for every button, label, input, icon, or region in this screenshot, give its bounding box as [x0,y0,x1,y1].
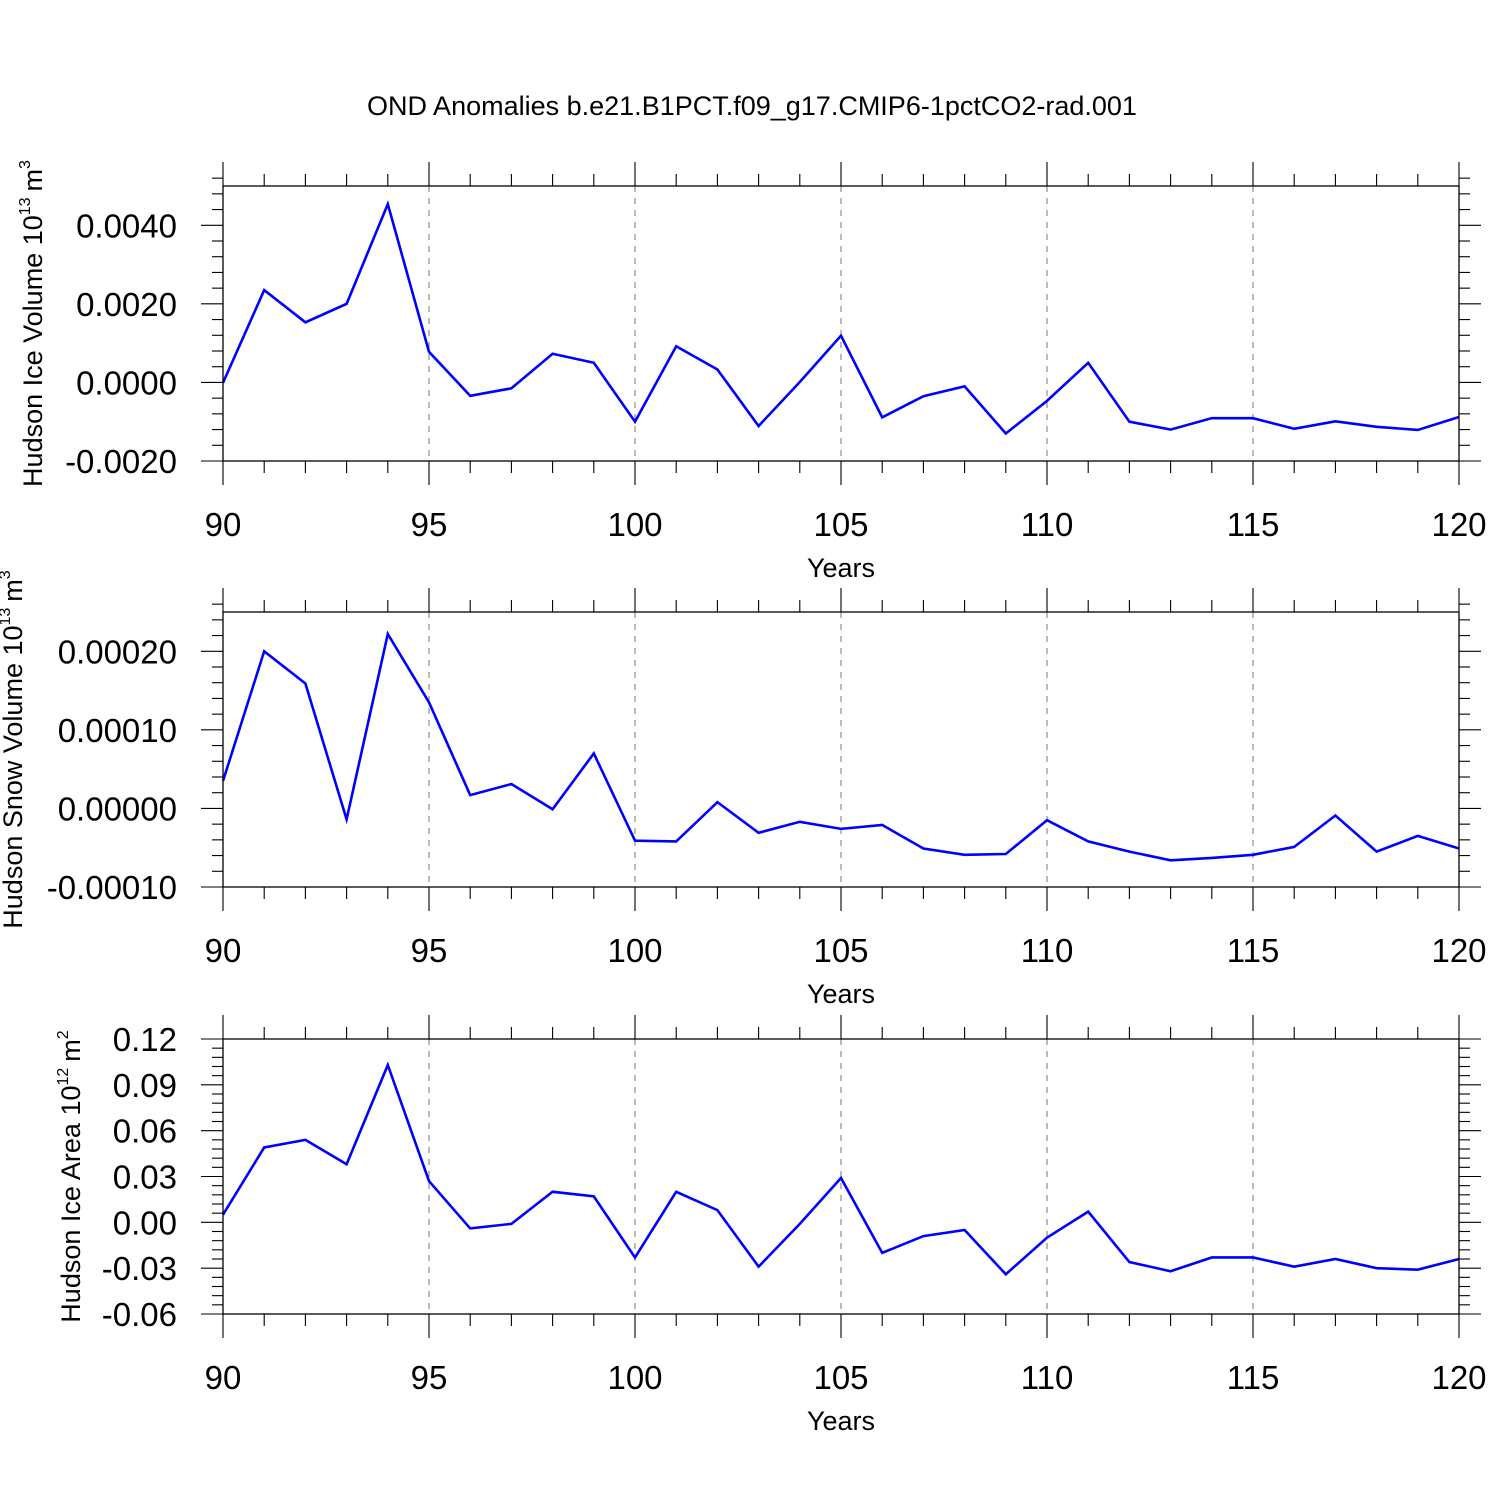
y-axis-label: Hudson Ice Area 1012 m2 [55,1030,86,1322]
y-tick-label: -0.06 [102,1296,177,1333]
y-axis-label-text: Hudson Ice Volume 10 [18,215,48,487]
x-tick-label: 100 [607,1359,662,1396]
x-tick-label: 90 [205,932,242,969]
figure-title: OND Anomalies b.e21.B1PCT.f09_g17.CMIP6-… [367,91,1137,121]
x-tick-label: 105 [813,506,868,543]
panels-group: 90 95 100 105 110 115 120 -0.0020 0.0000 0.0020 0.… [0,160,1487,1436]
y-axis-label-exponent: 12 [55,1068,72,1086]
y-axis-label-exponent: 13 [17,197,34,215]
y-axis-label-unit-exponent: 3 [17,160,34,169]
y-axis-label-unit-exponent: 2 [55,1030,72,1039]
y-tick-label: -0.0020 [65,443,177,480]
y-axis-label-unit-exponent: 3 [0,570,14,579]
series-line-hudson-ice-area [221,1061,1460,1277]
x-tick-label: 110 [1021,932,1074,969]
x-tick-label: 120 [1431,932,1486,969]
x-tick-label: 95 [411,1359,448,1396]
y-axis-label-unit: m [56,1039,86,1062]
y-tick-label: 0.0040 [76,207,177,244]
y-axis-label-text: Hudson Ice Area 10 [56,1086,86,1323]
panel-3: 90 95 100 105 110 115 120 -0.06 -0.03 0.00 0.03 0.0… [55,1015,1487,1436]
x-tick-label: 115 [1227,506,1280,543]
x-tick-label: 115 [1227,932,1280,969]
series-line-hudson-ice-volume [221,200,1460,436]
panel-2: 90 95 100 105 110 115 120 -0.00010 0.00000 0.0001… [0,570,1487,1009]
x-tick-label: 90 [205,506,242,543]
x-axis-label: Years [807,979,875,1009]
y-axis-label-text: Hudson Snow Volume 10 [0,626,28,929]
y-tick-label: 0.06 [113,1113,177,1150]
y-axis-label-unit: m [18,169,48,192]
x-tick-label: 95 [411,506,448,543]
y-axis-label: Hudson Snow Volume 1013 m3 [0,570,28,929]
y-axis-label-exponent: 13 [0,608,14,626]
y-tick-label: 0.09 [113,1067,177,1104]
y-tick-label: -0.03 [102,1250,177,1287]
x-tick-label: 100 [607,506,662,543]
x-tick-label: 115 [1227,1359,1280,1396]
y-tick-label: 0.00 [113,1204,177,1241]
y-tick-label: 0.00000 [58,790,177,827]
x-axis-label: Years [807,1406,875,1436]
x-tick-label: 120 [1431,506,1486,543]
panel-1: 90 95 100 105 110 115 120 -0.0020 0.0000 0.0020 0.… [17,160,1487,583]
y-axis-label: Hudson Ice Volume 1013 m3 [17,160,48,487]
x-tick-label: 90 [205,1359,242,1396]
y-tick-label: 0.0000 [76,364,177,401]
y-tick-label: 0.12 [113,1021,177,1058]
x-tick-label: 105 [813,932,868,969]
x-tick-label: 120 [1431,1359,1486,1396]
y-tick-label: 0.00010 [58,712,177,749]
x-tick-label: 110 [1021,1359,1074,1396]
y-axis-label-unit: m [0,579,28,602]
y-tick-label: -0.00010 [47,869,177,906]
series-line-hudson-snow-volume [221,630,1460,862]
x-tick-label: 110 [1021,506,1074,543]
y-tick-label: 0.0020 [76,286,177,323]
y-tick-label: 0.00020 [58,633,177,670]
x-tick-label: 95 [411,932,448,969]
x-axis-label: Years [807,553,875,583]
y-tick-label: 0.03 [113,1159,177,1196]
x-tick-label: 100 [607,932,662,969]
x-tick-label: 105 [813,1359,868,1396]
